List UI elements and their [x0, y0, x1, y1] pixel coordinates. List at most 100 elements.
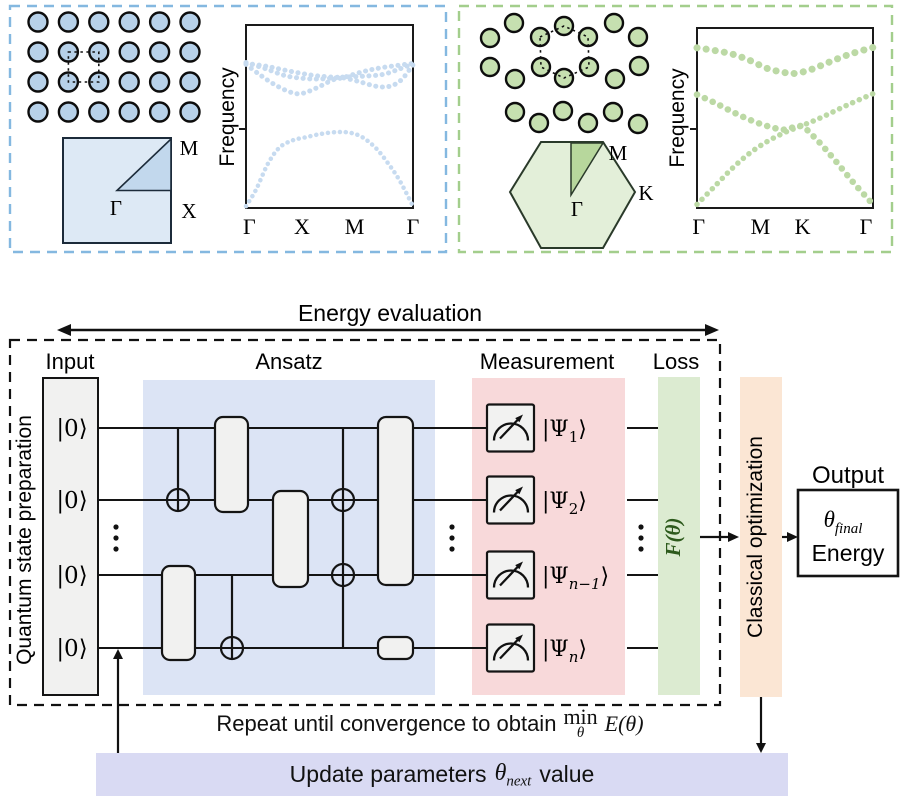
ellipsis-dot: [113, 546, 119, 552]
atom-site: [503, 12, 525, 34]
atom-site: [577, 112, 599, 134]
irreducible-bz-triangle: [115, 137, 172, 192]
atom-site: [27, 11, 49, 33]
gate-block: [271, 489, 310, 589]
update-parameters-caption: Update parameters θnext value: [289, 759, 595, 790]
classical-optimization-region: [740, 377, 782, 697]
theta-next: θnext: [494, 759, 532, 790]
y-axis-label: Frequency: [216, 67, 239, 167]
atom-site: [118, 101, 140, 123]
cnot-target-icon: [165, 487, 191, 513]
atom-site: [179, 41, 201, 63]
band-curves-green: [693, 43, 877, 208]
atom-site: [528, 112, 550, 134]
update-parameters-bar: [96, 753, 788, 796]
input-register-box: [42, 377, 99, 696]
atom-site: [179, 71, 201, 93]
atom-site: [57, 101, 80, 123]
gate-block: [213, 415, 250, 514]
ket-zero-label: |0⟩: [56, 563, 87, 589]
x-tick-label: M: [345, 214, 365, 239]
psi-state-label: |Ψn−1⟩: [542, 564, 609, 593]
band-curve: [694, 90, 876, 208]
meter-icon: [485, 475, 536, 525]
loss-section-label: Loss: [653, 349, 699, 374]
flow-arrows: [113, 532, 798, 754]
bz-gamma-label: Γ: [110, 196, 122, 220]
atom-site: [27, 41, 49, 63]
x-tick-label: Γ: [692, 214, 705, 239]
x-tick-label: Γ: [243, 214, 256, 239]
energy-expression: E(θ): [604, 711, 644, 736]
quantum-state-preparation-label: Quantum state preparation: [13, 415, 36, 665]
bz-k-label: K: [638, 181, 653, 205]
psi-state-labels: |Ψ1⟩ |Ψ2⟩ |Ψn−1⟩ |Ψn⟩: [542, 417, 609, 666]
atom-site: [552, 100, 574, 122]
x-tick-label: K: [795, 214, 811, 239]
classical-optimization-label: Classical optimization: [744, 436, 767, 638]
band-plot-square: Frequency Γ X M Γ: [216, 24, 420, 239]
x-tick-label: M: [751, 214, 771, 239]
atom-site: [88, 101, 110, 123]
meter-icon: [485, 550, 536, 600]
bz-gamma-label: Γ: [571, 197, 583, 221]
band-curve: [243, 60, 416, 97]
bz-m-label: M: [180, 136, 199, 160]
atom-site: [148, 71, 171, 93]
atom-site: [179, 101, 201, 123]
theta-final-value: θfinal: [824, 507, 863, 537]
atom-site: [603, 12, 625, 34]
ansatz-section-label: Ansatz: [255, 349, 322, 374]
meter-icon: [485, 403, 536, 453]
atom-site: [118, 11, 140, 33]
atom-site: [148, 41, 171, 63]
atom-site: [627, 26, 649, 48]
atom-site: [628, 55, 650, 77]
atom-site: [602, 101, 624, 123]
atom-site: [578, 56, 600, 78]
loss-function-label: F(θ): [661, 518, 685, 558]
repeat-caption: Repeat until convergence to obtain min θ…: [120, 704, 740, 744]
atom-site: [148, 101, 171, 123]
psi-state-label: |Ψ1⟩: [542, 417, 587, 446]
cnot-target-icon: [330, 562, 356, 588]
input-section-label: Input: [46, 349, 95, 374]
irreducible-bz-triangle: [570, 142, 605, 198]
bz-x-label: X: [181, 199, 196, 223]
energy-evaluation-arrow: [57, 324, 719, 336]
x-tick-label: Γ: [860, 214, 873, 239]
band-curve: [243, 129, 416, 209]
atom-site: [530, 56, 552, 78]
atom-site: [604, 68, 626, 90]
output-title: Output: [812, 462, 884, 489]
atom-site: [27, 101, 49, 123]
min-operator: min θ: [563, 704, 598, 741]
vqe-diagram: Energy evaluation Quantum state preparat…: [8, 300, 900, 796]
square-lattice: [27, 11, 201, 123]
atom-site: [479, 56, 501, 78]
band-curve: [243, 60, 416, 82]
ellipsis-dots: [113, 524, 644, 552]
atom-site: [504, 68, 526, 90]
energy-evaluation-label: Energy evaluation: [298, 300, 482, 326]
ellipsis-dot: [113, 535, 119, 541]
band-curves-blue: [243, 60, 416, 209]
ellipsis-dot: [638, 546, 644, 552]
atom-site: [577, 26, 599, 48]
ket-zero-label: |0⟩: [56, 488, 87, 514]
meter-icon: [485, 623, 536, 673]
atom-site: [479, 27, 501, 49]
output-box: θfinal Energy: [796, 488, 900, 578]
square-lattice-panel: Γ X M Frequency Γ X M Γ: [8, 4, 448, 254]
gate-block: [376, 635, 415, 661]
x-tick-label: X: [294, 214, 310, 239]
ellipsis-dot: [638, 524, 644, 530]
ket-zero-label: |0⟩: [56, 416, 87, 442]
unit-cell-dotted-hexagon: [539, 25, 590, 79]
ket-zero-labels: |0⟩ |0⟩ |0⟩ |0⟩: [56, 416, 87, 662]
